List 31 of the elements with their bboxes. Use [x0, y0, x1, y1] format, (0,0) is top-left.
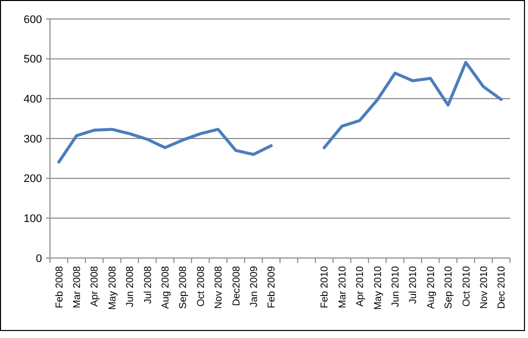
x-tick-label: Apr 2008 [90, 266, 101, 307]
y-tick-label: 0 [36, 252, 42, 265]
y-tick-label: 300 [24, 133, 42, 146]
y-tick-label: 100 [24, 213, 42, 226]
x-tick-label: Aug 2008 [160, 266, 172, 309]
x-tick-label: Nov 2008 [214, 266, 225, 309]
x-tick-label: Jul 2010 [408, 266, 420, 304]
y-tick-label: 500 [24, 54, 42, 66]
x-tick-label: Jun 2008 [125, 266, 136, 308]
x-tick-label: May 2008 [107, 266, 118, 310]
x-tick-label: Jun 2010 [390, 266, 402, 308]
x-tick-label: Dec 2010 [496, 266, 508, 309]
x-tick-label: May 2010 [372, 266, 384, 310]
x-tick-label: Feb 2008 [54, 266, 66, 308]
x-tick-label: Mar 2008 [72, 266, 84, 308]
x-tick-label: Aug 2010 [426, 266, 437, 309]
x-tick-label: Nov 2010 [478, 266, 490, 309]
x-tick-label: Jan 2009 [248, 266, 260, 308]
x-tick-label: Jul 2008 [142, 266, 154, 304]
x-tick-label: Dec2008 [231, 266, 242, 306]
x-tick-label: Sep 2010 [444, 266, 455, 309]
y-tick-label: 400 [24, 94, 42, 106]
y-tick-label: 600 [24, 14, 42, 26]
y-tick-label: 200 [24, 173, 42, 186]
x-tick-label: Sep 2008 [178, 266, 190, 309]
x-tick-label: Feb 2009 [266, 266, 278, 308]
x-tick-label: Oct 2008 [196, 266, 207, 307]
x-tick-label: Feb 2010 [320, 266, 331, 308]
x-tick-label: Apr 2010 [355, 266, 366, 307]
x-tick-label: Oct 2010 [461, 266, 472, 307]
x-tick-label: Mar 2010 [337, 266, 348, 308]
